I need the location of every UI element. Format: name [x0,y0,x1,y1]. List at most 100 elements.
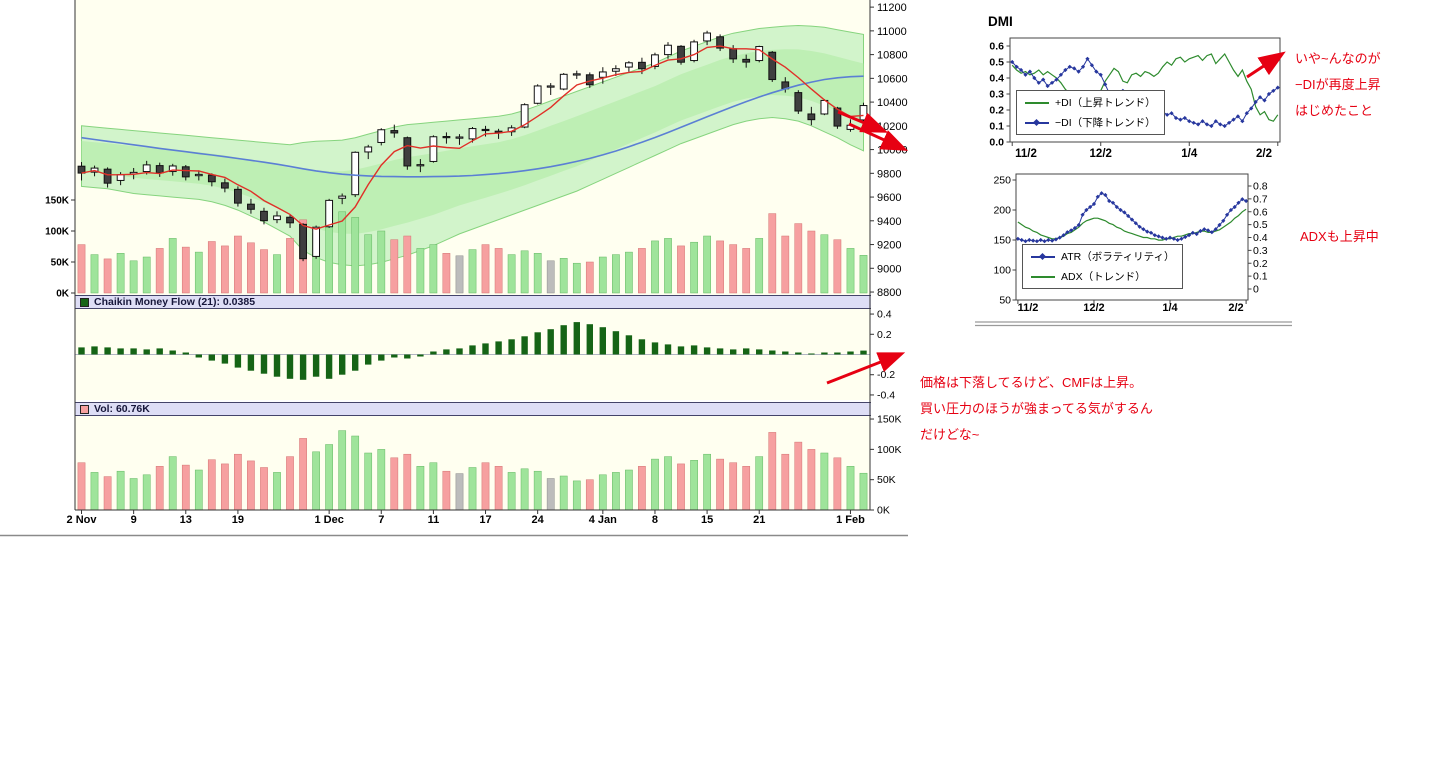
svg-text:2/2: 2/2 [1256,148,1272,160]
volume-legend-swatch-icon [80,404,89,414]
svg-text:100K: 100K [45,227,70,238]
cmf-panel-header: Chaikin Money Flow (21): 0.0385 [75,295,871,309]
atr-adx-legend: ATR（ボラティリティ） ADX（トレンド） [1022,244,1184,289]
svg-text:9600: 9600 [877,192,901,204]
svg-text:0: 0 [1253,284,1259,296]
svg-text:4 Jan: 4 Jan [589,514,617,526]
dmi-title: DMI [988,14,1013,29]
dmi-note-line-2: −DIが再度上昇 [1295,77,1381,92]
svg-text:9200: 9200 [877,240,901,252]
svg-text:2/2: 2/2 [1228,302,1243,314]
svg-text:15: 15 [701,514,713,526]
cmf-annotation-note: 価格は下落してるけど、CMFは上昇。 買い圧力のほうが強まってる気がするん だけ… [920,370,1153,448]
svg-text:0.1: 0.1 [989,121,1004,133]
svg-text:24: 24 [532,514,545,526]
cmf-note-line-2: 買い圧力のほうが強まってる気がするん [920,401,1153,416]
legend-item-minus-di: −DI（下降トレンド） [1025,115,1156,130]
adx-annotation-note: ADXも上昇中 [1300,229,1379,244]
legend-item-plus-di: +DI（上昇トレンド） [1025,95,1156,110]
svg-text:50K: 50K [877,474,896,486]
volume-bar-chart [77,430,868,510]
svg-text:0.1: 0.1 [1253,271,1268,283]
svg-text:200: 200 [993,205,1011,217]
svg-text:11/2: 11/2 [1015,148,1037,160]
svg-text:10600: 10600 [877,73,908,85]
svg-text:9800: 9800 [877,168,901,180]
cmf-note-line-3: だけどな~ [920,427,980,442]
svg-text:10000: 10000 [877,145,908,157]
svg-text:11200: 11200 [877,2,907,14]
cmf-note-line-1: 価格は下落してるけど、CMFは上昇。 [920,375,1143,390]
svg-text:8: 8 [652,514,658,526]
cmf-chart-panel [75,309,870,400]
volume-panel-header: Vol: 60.76K [75,402,871,416]
svg-text:-0.4: -0.4 [877,389,895,401]
svg-text:11/2: 11/2 [1018,302,1039,314]
svg-text:9000: 9000 [877,263,901,275]
svg-text:0.4: 0.4 [1253,232,1268,244]
svg-text:11000: 11000 [877,26,907,38]
svg-text:1/4: 1/4 [1181,148,1198,160]
svg-text:150K: 150K [45,196,70,207]
svg-text:0.4: 0.4 [877,309,892,321]
svg-text:1 Dec: 1 Dec [314,514,343,526]
svg-text:0.4: 0.4 [989,73,1004,85]
svg-text:0.2: 0.2 [989,105,1004,117]
svg-text:0.2: 0.2 [877,329,892,341]
svg-text:8800: 8800 [877,287,901,299]
svg-text:150K: 150K [877,414,902,426]
svg-text:0.6: 0.6 [1253,206,1268,218]
svg-text:13: 13 [180,514,192,526]
svg-text:2 Nov: 2 Nov [67,514,98,526]
svg-text:1 Feb: 1 Feb [836,514,865,526]
svg-text:-0.2: -0.2 [877,369,895,381]
svg-text:7: 7 [378,514,384,526]
dmi-note-line-3: はじめたこと [1295,103,1374,118]
svg-text:150: 150 [993,235,1011,247]
legend-item-adx: ADX（トレンド） [1031,269,1174,284]
adx-label: ADX（トレンド） [1061,271,1146,283]
svg-text:0K: 0K [56,289,70,300]
volume-header-label: Vol: 60.76K [94,403,150,415]
minus-di-line-icon [1025,121,1049,124]
minus-di-label: −DI（下降トレンド） [1055,117,1156,129]
svg-text:0.5: 0.5 [989,57,1004,69]
svg-text:0.8: 0.8 [1253,181,1268,193]
svg-text:0.3: 0.3 [989,89,1004,101]
svg-text:9: 9 [131,514,137,526]
svg-text:9400: 9400 [877,216,901,228]
svg-text:0K: 0K [877,505,890,517]
legend-item-atr: ATR（ボラティリティ） [1031,249,1174,264]
cmf-legend-swatch-icon [80,297,89,307]
svg-text:10800: 10800 [877,50,908,62]
svg-text:10400: 10400 [877,97,908,109]
volume-chart-panel [75,416,870,510]
svg-text:19: 19 [232,514,244,526]
svg-text:250: 250 [993,175,1011,187]
svg-text:1/4: 1/4 [1162,302,1178,314]
svg-text:21: 21 [753,514,765,526]
cmf-header-label: Chaikin Money Flow (21): 0.0385 [94,296,256,308]
atr-line-icon [1031,255,1055,258]
svg-text:0.0: 0.0 [989,137,1004,149]
svg-text:10200: 10200 [877,121,908,133]
dmi-legend: +DI（上昇トレンド） −DI（下降トレンド） [1016,90,1165,135]
price-chart-panel [75,0,870,295]
atr-label: ATR（ボラティリティ） [1061,251,1175,263]
svg-text:100K: 100K [877,444,902,456]
svg-text:0.7: 0.7 [1253,193,1268,205]
svg-text:100: 100 [993,265,1011,277]
plus-di-line-icon [1025,101,1049,104]
svg-text:0.5: 0.5 [1253,219,1268,231]
adx-line-icon [1031,275,1055,278]
plus-di-label: +DI（上昇トレンド） [1055,97,1156,109]
svg-text:50K: 50K [51,258,70,269]
cmf-bar-chart [75,322,870,380]
svg-text:17: 17 [479,514,491,526]
svg-text:50: 50 [999,295,1011,307]
svg-text:11: 11 [428,514,440,526]
svg-text:12/2: 12/2 [1083,302,1104,314]
dmi-note-line-1: いや~んなのが [1295,51,1381,66]
svg-text:0.6: 0.6 [989,41,1004,53]
